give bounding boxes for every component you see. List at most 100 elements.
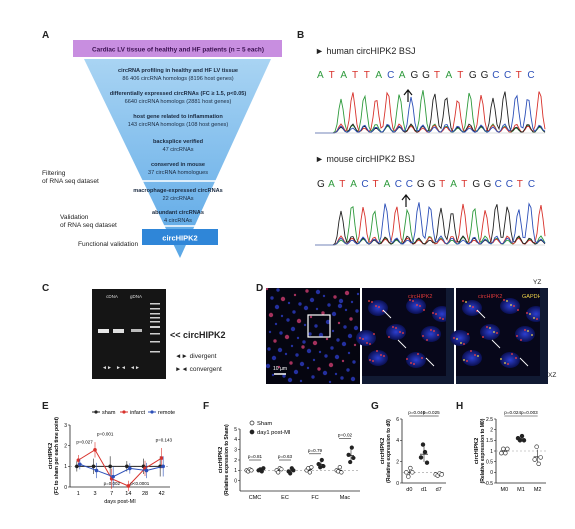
rna-spot	[489, 327, 491, 329]
rna-spot	[359, 337, 361, 339]
rna-spot	[531, 334, 533, 336]
cell-dot	[293, 369, 299, 375]
gel-bands: cDNA gDNA ◄► ►◄ ◄►	[98, 294, 160, 371]
final-label: circHIPK2	[162, 234, 197, 243]
rna-spot	[462, 300, 464, 302]
base-letter: G	[428, 179, 436, 190]
y-tick-label: 2	[396, 459, 399, 465]
base-letter: C	[495, 179, 502, 190]
lane-label-cdna: cDNA	[106, 294, 118, 299]
cell-dot	[349, 317, 353, 321]
panel-label-f: F	[203, 401, 210, 412]
x-tick-label: M1	[517, 487, 525, 493]
cell-dot	[312, 340, 318, 346]
gel-band	[98, 329, 109, 333]
rna-spot	[416, 304, 418, 306]
base-letter: T	[516, 70, 522, 81]
data-point	[288, 471, 293, 476]
pointer-arrow	[491, 339, 501, 349]
cell-dot	[331, 329, 335, 333]
panel-label-c: C	[42, 283, 50, 294]
data-point	[408, 465, 413, 471]
y-tick-label: 4	[396, 438, 399, 444]
y-tick-label: 0	[396, 481, 399, 487]
rna-spot	[463, 359, 465, 361]
y-tick-label: 5	[234, 427, 237, 433]
base-letter: A	[399, 70, 406, 81]
y-axis-label: (Relative expression to M0)	[480, 418, 486, 483]
base-letter: G	[484, 179, 492, 190]
step-1-title: circRNA profiling in healthy and HF LV t…	[118, 68, 238, 74]
data-point	[534, 444, 539, 449]
cell-dot	[347, 333, 353, 339]
pointer-arrow	[476, 309, 486, 319]
panel-a-funnel: Cardiac LV tissue of healthy and HF pati…	[42, 40, 282, 258]
cell-dot	[322, 370, 328, 376]
y-axis-label: circHIPK2	[48, 443, 54, 469]
nucleus	[500, 352, 520, 368]
data-point	[321, 464, 326, 469]
p-value-label: p=0.02	[338, 432, 353, 437]
data-point	[538, 455, 543, 460]
scale-label: 10 µm	[273, 366, 287, 372]
cell-dot	[353, 343, 357, 347]
xz-strip	[456, 376, 548, 384]
cell-dot	[309, 315, 313, 319]
rna-spot	[470, 350, 472, 352]
p-value-label: p=0.001	[97, 431, 114, 436]
rna-spot	[369, 343, 371, 345]
p-value-label: p=0.79	[308, 448, 323, 453]
funnel-top-box	[73, 40, 282, 57]
data-point	[348, 459, 353, 465]
rna-spot	[372, 360, 374, 362]
base-letter: A	[328, 179, 335, 190]
cell-dot	[270, 296, 274, 300]
panel-d-microscopy: 10 µm circHIPK2 circHIPK2 GAPDH	[266, 288, 548, 384]
data-point	[424, 460, 430, 465]
rna-spot	[409, 299, 411, 301]
nucleus	[462, 300, 482, 316]
rna-spot	[466, 360, 468, 362]
x-tick-label: M2	[534, 487, 542, 493]
x-axis-label: days post-MI	[104, 499, 136, 505]
x-tick-label: 1	[77, 491, 80, 497]
step-6-sub: 22 circRNAs	[162, 196, 193, 202]
rna-spot	[426, 339, 428, 341]
rna-spot	[520, 339, 522, 341]
cell-dot	[293, 293, 297, 297]
rna-spot	[536, 318, 538, 320]
p-value-label: p=0.002	[104, 481, 121, 486]
rna-spot	[442, 318, 444, 320]
data-point-remote	[144, 468, 149, 473]
cell-dot	[292, 310, 296, 314]
y-axis-label: circHIPK2	[380, 438, 386, 464]
rna-spot	[422, 335, 424, 337]
cell-dot	[315, 307, 319, 311]
base-letter: T	[461, 179, 467, 190]
rna-spot	[435, 313, 437, 315]
x-tick-label: d0	[406, 487, 412, 493]
trace-g	[315, 91, 546, 134]
cell-dot	[299, 379, 303, 383]
base-letter: T	[364, 70, 370, 81]
cell-dot	[298, 302, 302, 306]
side-validation-1: Validation	[60, 214, 89, 221]
cell-dot	[337, 303, 343, 309]
data-point	[309, 465, 314, 470]
cell-dot	[344, 308, 348, 312]
trace-c	[315, 94, 546, 134]
step-7-title: abundant circRNAs	[152, 210, 204, 216]
data-point	[339, 470, 344, 475]
trace-t	[315, 203, 546, 246]
base-letter: G	[410, 70, 418, 81]
y-axis-label: circHIPK2	[218, 447, 224, 473]
side-validation-2: of RNA seq dataset	[60, 222, 117, 229]
funnel-top-text: Cardiac LV tissue of healthy and HF pati…	[92, 47, 264, 54]
rna-spot	[460, 342, 462, 344]
panel-label-d: D	[256, 283, 264, 294]
legend-label: day1 post-MI	[257, 430, 291, 436]
rna-spot	[463, 343, 465, 345]
cell-dot	[295, 353, 299, 357]
